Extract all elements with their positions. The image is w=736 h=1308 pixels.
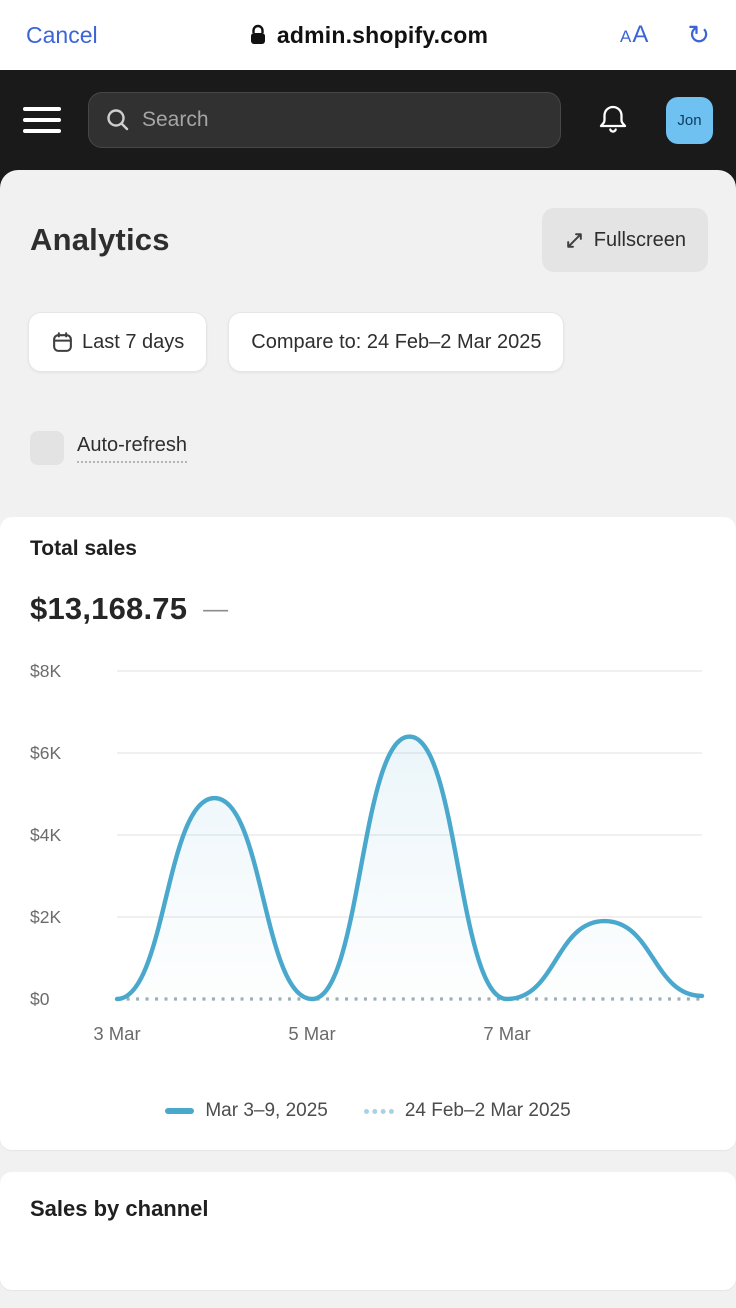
fullscreen-button[interactable]: Fullscreen: [541, 208, 708, 272]
auto-refresh-checkbox[interactable]: [30, 431, 64, 465]
legend-label-current-period: Mar 3–9, 2025: [205, 1100, 328, 1121]
avatar[interactable]: Jon: [666, 96, 713, 144]
total-sales-card: Total sales $13,168.75 — $8K $6K $4K $2K $0 3…: [0, 517, 736, 1150]
legend-swatch-comparison-period: [363, 1108, 394, 1114]
calendar-icon: [51, 331, 74, 354]
trend-indicator: —: [203, 594, 229, 623]
chart-legend: Mar 3–9, 2025 24 Feb–2 Mar 2025: [0, 1098, 736, 1124]
address-url: admin.shopify.com: [276, 21, 489, 48]
legend-swatch-current-period: [165, 1108, 195, 1114]
expand-icon: [564, 230, 585, 251]
search-input[interactable]: [142, 108, 544, 132]
sales-by-channel-card: Sales by channel: [0, 1172, 736, 1290]
admin-header: Jon: [0, 70, 736, 170]
current-series-line: [114, 734, 705, 1002]
y-axis-label: $8K: [30, 661, 61, 681]
total-sales-heading: Total sales: [30, 537, 137, 560]
menu-icon[interactable]: [23, 107, 61, 133]
sales-by-channel-heading: Sales by channel: [30, 1196, 209, 1221]
refresh-icon[interactable]: ↻: [687, 19, 710, 51]
legend-label-comparison-period: 24 Feb–2 Mar 2025: [404, 1100, 571, 1121]
address-bar[interactable]: admin.shopify.com: [248, 22, 488, 49]
date-range-button[interactable]: Last 7 days: [28, 312, 208, 372]
legend-item-comparison: 24 Feb–2 Mar 2025: [363, 1100, 571, 1122]
area-fill: [117, 736, 702, 999]
x-axis-label: 7 Mar: [483, 1023, 530, 1044]
y-axis-label: $4K: [30, 825, 61, 845]
search-icon: [105, 107, 131, 133]
section-gap: [0, 1150, 736, 1172]
x-axis-label: 5 Mar: [288, 1023, 335, 1044]
safari-toolbar: Cancel admin.shopify.com AA ↻: [0, 0, 736, 70]
search-box[interactable]: [88, 92, 561, 148]
total-sales-value: $13,168.75: [30, 591, 188, 626]
lock-icon: [248, 23, 268, 47]
y-axis-label: $2K: [30, 907, 61, 927]
y-axis-label: $0: [30, 989, 50, 1009]
page-title: Analytics: [30, 222, 170, 257]
legend-item-current: Mar 3–9, 2025: [165, 1100, 328, 1122]
auto-refresh-label[interactable]: Auto-refresh: [77, 434, 188, 463]
cancel-button[interactable]: Cancel: [26, 21, 98, 48]
total-sales-chart: $8K $6K $4K $2K $0 3 Mar 5 Mar 7 Mar: [30, 661, 705, 1044]
compare-to-button[interactable]: Compare to: 24 Feb–2 Mar 2025: [228, 312, 565, 372]
analytics-page: Analytics Fullscreen Last 7 days Compare…: [0, 170, 736, 1308]
y-axis-label: $6K: [30, 743, 61, 763]
x-axis-label: 3 Mar: [93, 1023, 140, 1044]
text-size-button[interactable]: AA: [620, 21, 650, 48]
notification-bell-icon[interactable]: [597, 103, 629, 137]
